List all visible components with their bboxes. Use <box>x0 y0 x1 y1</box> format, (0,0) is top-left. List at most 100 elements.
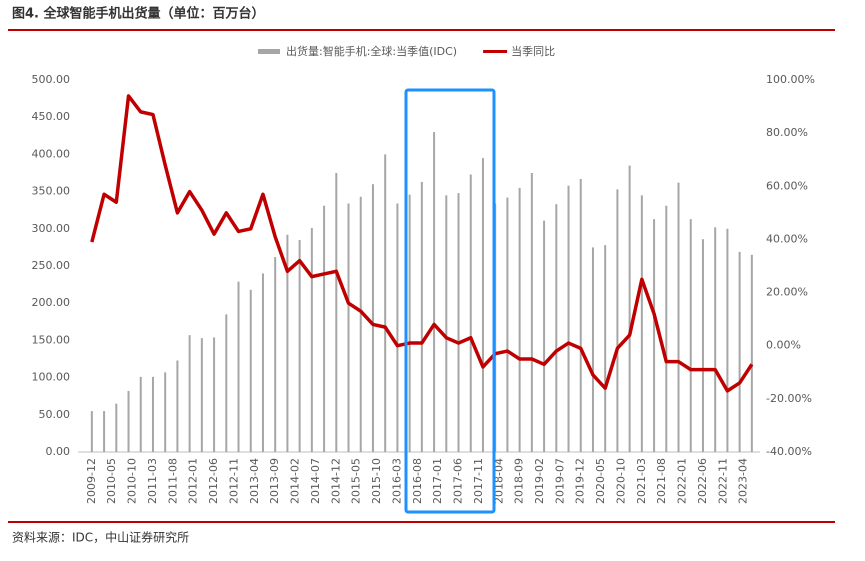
bar <box>261 273 264 452</box>
bar <box>310 228 313 452</box>
x-tick-label: 2013-04 <box>248 458 261 504</box>
x-tick-label: 2011-08 <box>166 458 179 504</box>
bar <box>738 251 741 452</box>
x-tick-label: 2009-12 <box>85 458 98 504</box>
bar <box>616 189 619 453</box>
x-tick-label: 2018-09 <box>513 458 526 504</box>
x-tick-label: 2010-10 <box>126 458 139 504</box>
bar <box>127 390 130 452</box>
y-tick-label: 200.00 <box>32 296 71 309</box>
bar <box>164 372 167 452</box>
bar <box>176 360 179 452</box>
x-tick-label: 2010-05 <box>105 458 118 504</box>
x-tick-label: 2017-11 <box>472 458 485 504</box>
x-tick-label: 2014-07 <box>309 458 322 504</box>
bar <box>518 187 521 452</box>
y-tick-label: 150.00 <box>32 333 71 346</box>
y2-tick-label: -40.00% <box>766 445 812 458</box>
bar <box>103 411 106 452</box>
x-tick-label: 2012-06 <box>207 458 220 504</box>
y2-tick-label: 60.00% <box>766 179 808 192</box>
x-tick-label: 2017-06 <box>452 458 465 504</box>
y-tick-label: 350.00 <box>32 185 71 198</box>
y2-tick-label: -20.00% <box>766 392 812 405</box>
bar <box>640 195 643 452</box>
x-tick-label: 2014-02 <box>289 458 302 504</box>
bar <box>701 239 704 452</box>
source: 资料来源：IDC，中山证券研究所 <box>12 530 189 545</box>
x-tick-label: 2017-01 <box>431 458 444 504</box>
x-tick-label: 2019-07 <box>553 458 566 504</box>
bar <box>335 173 338 452</box>
bar <box>567 185 570 452</box>
bar <box>371 184 374 452</box>
bar <box>543 220 546 452</box>
bar <box>628 165 631 452</box>
bar <box>653 219 656 452</box>
bar <box>408 194 411 453</box>
x-tick-label: 2019-02 <box>533 458 546 504</box>
y-tick-label: 100.00 <box>32 371 71 384</box>
bar <box>90 411 93 452</box>
bar <box>213 337 216 452</box>
bar <box>249 289 252 452</box>
bar <box>139 376 142 452</box>
bar <box>359 196 362 452</box>
bar <box>677 182 680 452</box>
bar <box>579 178 582 452</box>
bar <box>384 154 387 452</box>
x-tick-label: 2018-04 <box>492 458 505 504</box>
bar <box>714 227 717 452</box>
x-tick-label: 2015-10 <box>370 458 383 504</box>
x-tick-label: 2020-05 <box>594 458 607 504</box>
bar <box>151 376 154 452</box>
y-tick-label: 0.00 <box>46 445 71 458</box>
bar <box>445 195 448 452</box>
bar <box>420 181 423 453</box>
bar <box>323 205 326 452</box>
x-tick-label: 2014-12 <box>329 458 342 504</box>
bar <box>750 254 753 452</box>
x-tick-label: 2019-12 <box>574 458 587 504</box>
bar <box>433 132 436 452</box>
legend-label: 出货量:智能手机:全球:当季值(IDC) <box>286 44 457 58</box>
bar <box>457 193 460 452</box>
x-tick-label: 2011-03 <box>146 458 159 504</box>
bar <box>347 203 350 452</box>
bar <box>555 204 558 452</box>
x-tick-label: 2023-04 <box>737 458 750 504</box>
x-tick-label: 2016-03 <box>390 458 403 504</box>
x-tick-label: 2020-10 <box>614 458 627 504</box>
y2-tick-label: 40.00% <box>766 232 808 245</box>
x-tick-label: 2021-08 <box>655 458 668 504</box>
bar <box>274 257 277 452</box>
y-tick-label: 450.00 <box>32 110 71 123</box>
bar <box>726 228 729 452</box>
x-tick-label: 2021-03 <box>635 458 648 504</box>
legend-label: 当季同比 <box>511 44 555 58</box>
x-tick-label: 2012-01 <box>187 458 200 504</box>
highlight-box <box>404 88 496 514</box>
y-tick-label: 50.00 <box>39 408 71 421</box>
bar <box>115 403 118 452</box>
line <box>90 94 754 393</box>
chart-title: 图4. 全球智能手机出货量（单位：百万台） <box>12 6 265 22</box>
bar <box>665 205 668 452</box>
y-tick-label: 250.00 <box>32 259 71 272</box>
y2-tick-label: 20.00% <box>766 286 808 299</box>
x-tick-label: 2013-09 <box>268 458 281 504</box>
y2-tick-label: 80.00% <box>766 126 808 139</box>
bar <box>298 239 301 452</box>
y-tick-label: 300.00 <box>32 222 71 235</box>
bar <box>506 197 509 452</box>
bar <box>481 158 484 452</box>
x-tick-label: 2012-11 <box>227 458 240 504</box>
x-tick-label: 2016-08 <box>411 458 424 504</box>
bar <box>286 234 289 452</box>
bar <box>225 314 228 452</box>
y2-tick-label: 0.00% <box>766 339 801 352</box>
bar <box>469 174 472 452</box>
bar <box>689 219 692 452</box>
x-tick-label: 2015-05 <box>350 458 363 504</box>
